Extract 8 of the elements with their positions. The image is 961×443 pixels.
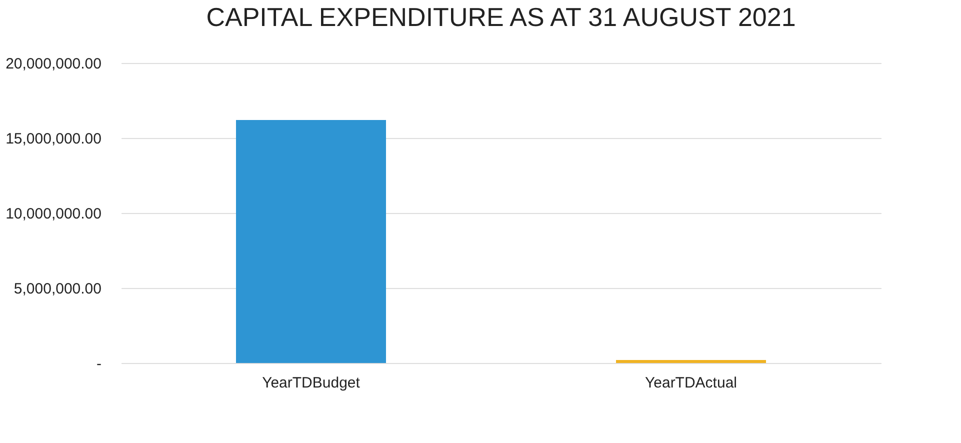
chart-title: CAPITAL EXPENDITURE AS AT 31 AUGUST 2021 bbox=[206, 2, 796, 32]
y-tick-label: - bbox=[96, 356, 102, 372]
y-tick-label: 5,000,000.00 bbox=[14, 280, 102, 298]
x-tick-label: YearTDActual bbox=[645, 374, 737, 392]
y-tick-label: 15,000,000.00 bbox=[6, 130, 102, 148]
y-tick-label: 20,000,000.00 bbox=[6, 56, 102, 72]
y-tick-label: 10,000,000.00 bbox=[6, 206, 102, 222]
x-tick-label: YearTDBudget bbox=[262, 374, 361, 392]
